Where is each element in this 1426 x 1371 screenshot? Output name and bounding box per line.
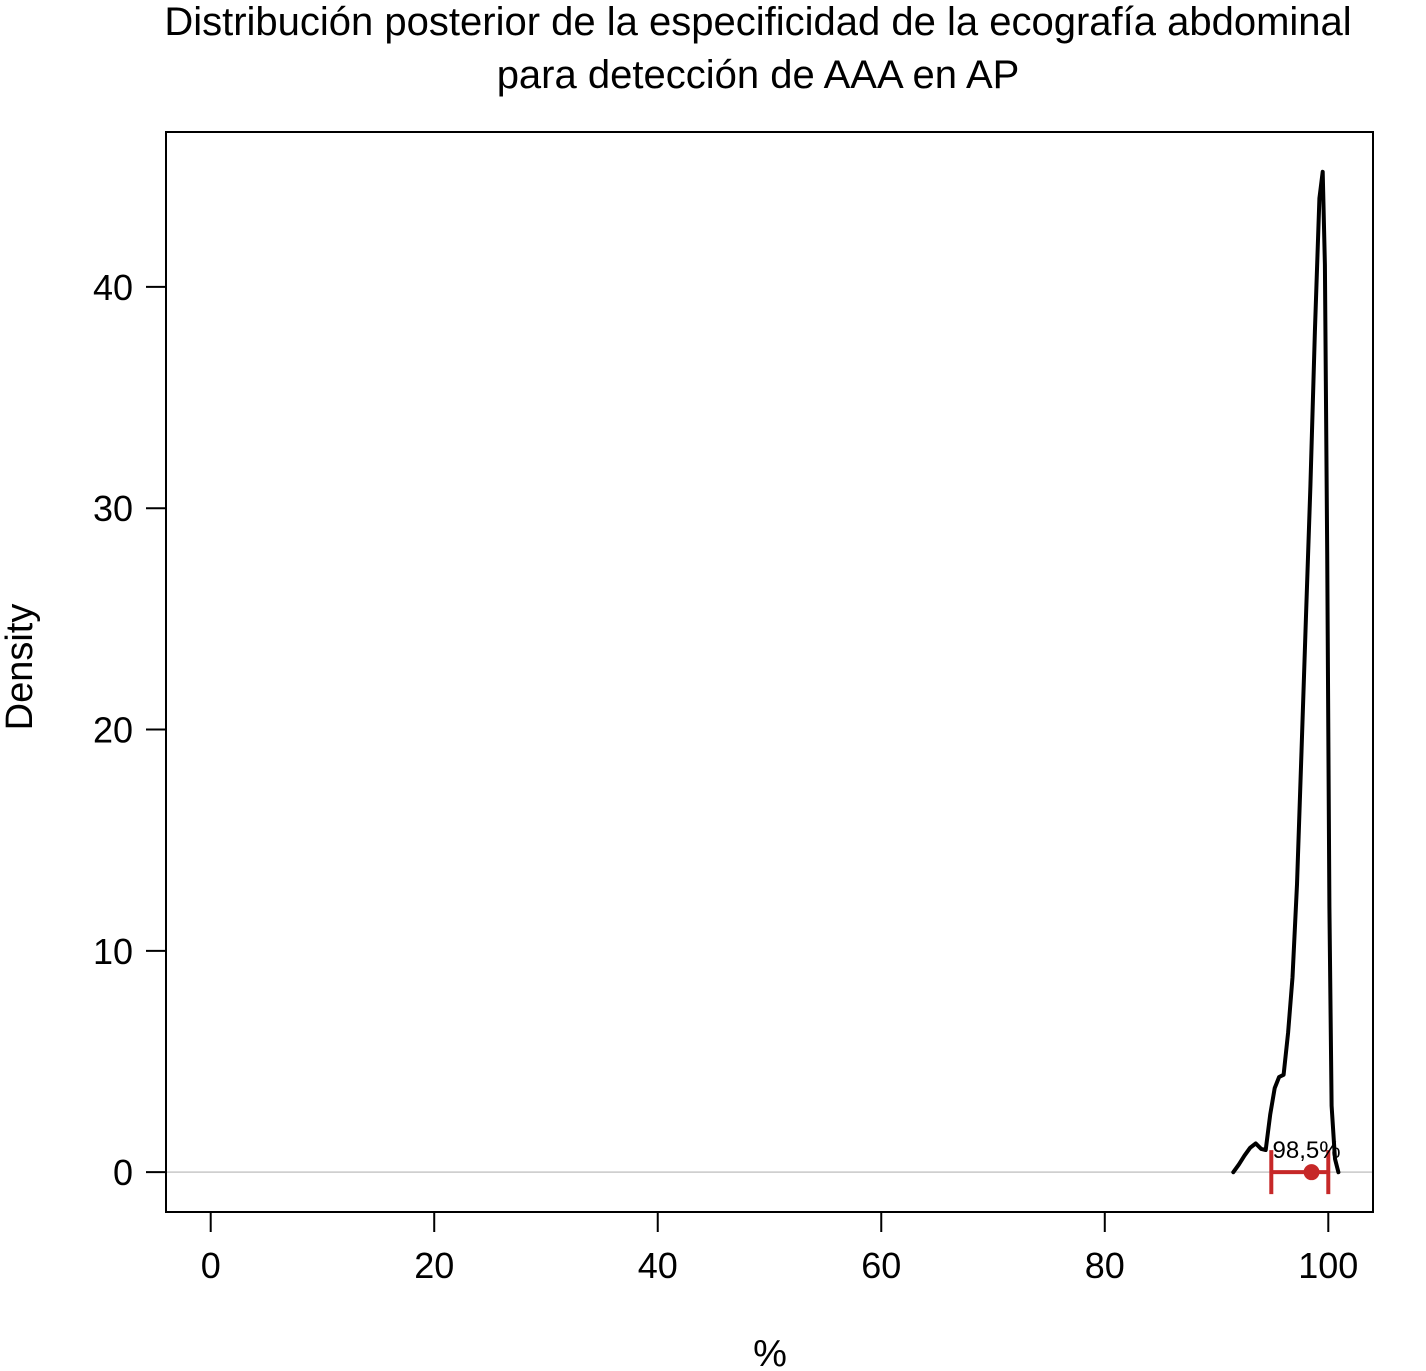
point-estimate-label: 98,5% <box>1273 1137 1341 1164</box>
plot-area: 98,5% <box>167 169 1372 1195</box>
y-tick-label: 40 <box>93 267 133 308</box>
y-tick-label: 10 <box>93 931 133 972</box>
x-tick-label: 40 <box>638 1245 678 1286</box>
y-axis-label: Density <box>0 604 41 731</box>
x-axis-label: % <box>753 1333 787 1371</box>
x-tick-label: 100 <box>1298 1245 1358 1286</box>
x-tick-label: 20 <box>414 1245 454 1286</box>
chart-title-line-1: Distribución posterior de la especificid… <box>164 0 1351 44</box>
plot-frame <box>165 131 1374 1213</box>
x-tick-label: 0 <box>201 1245 221 1286</box>
x-axis: 0 20 40 60 80 100 <box>201 1211 1358 1286</box>
y-tick-label: 20 <box>93 710 133 751</box>
y-axis: 0 10 20 30 40 <box>93 267 167 1193</box>
y-tick-label: 0 <box>113 1152 133 1193</box>
y-tick-label: 30 <box>93 488 133 529</box>
chart-title-line-2: para detección de AAA en AP <box>497 53 1020 97</box>
x-tick-label: 80 <box>1085 1245 1125 1286</box>
x-tick-label: 60 <box>861 1245 901 1286</box>
density-curve <box>1231 169 1341 1175</box>
point-estimate-marker <box>1303 1164 1320 1181</box>
